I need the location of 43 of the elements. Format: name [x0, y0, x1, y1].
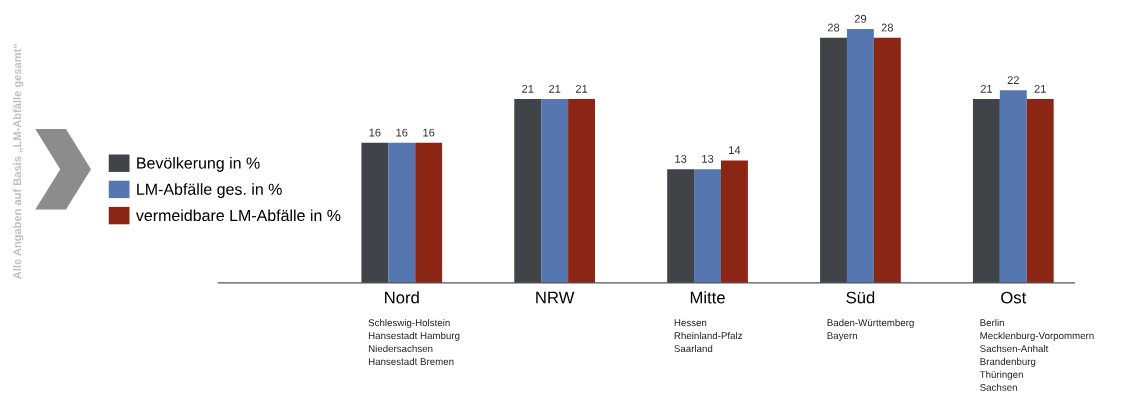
bar — [541, 99, 569, 283]
data-label: 28 — [881, 23, 894, 32]
text: Alle Angaben auf Basis „LM-Abfälle gesamt“ — [12, 43, 24, 279]
x-tick-label: Süd — [846, 291, 875, 304]
data-label: 16 — [423, 128, 435, 137]
bar — [1026, 99, 1054, 283]
data-label: 28 — [827, 23, 840, 32]
data-label: 21 — [522, 84, 534, 93]
data-label: 13 — [702, 154, 714, 163]
data-label: 22 — [1007, 76, 1019, 84]
text: Baden-Württemberg Bayern — [827, 319, 914, 342]
data-label: 14 — [729, 146, 741, 154]
data-label: 21 — [575, 84, 588, 93]
bar — [846, 29, 874, 283]
bar — [873, 37, 901, 283]
data-label: 21 — [980, 84, 993, 93]
legend-label: vermeidbare LM-Abfälle in % — [135, 209, 341, 222]
bar — [415, 142, 443, 283]
data-label: 21 — [1034, 84, 1046, 93]
x-tick-label: Nord — [385, 291, 419, 304]
data-label: 16 — [369, 128, 381, 137]
bar — [999, 90, 1027, 283]
bar — [514, 99, 542, 283]
bar — [694, 169, 721, 283]
x-tick-label: Ost — [1001, 291, 1027, 304]
text: Berlin Mecklenburg-Vorpommern Sachsen-Anhalt Brandenburg Thüringen Sachsen — [979, 319, 1094, 391]
bar — [972, 99, 1000, 283]
bar — [720, 160, 748, 283]
data-label: 16 — [396, 128, 408, 137]
bar — [667, 169, 695, 283]
bar — [820, 37, 847, 283]
bar — [388, 142, 416, 283]
legend-label: Bevölkerung in % — [137, 156, 260, 172]
x-tick-label: NRW — [536, 291, 575, 304]
data-label: 29 — [854, 14, 867, 23]
bar — [361, 142, 389, 283]
data-label: 21 — [549, 84, 561, 93]
bar — [568, 99, 596, 283]
legend-label: LM-Abfälle ges. in % — [137, 183, 282, 199]
text: Hessen Rheinland-Pfalz Saarland — [674, 319, 743, 353]
data-label: 13 — [675, 154, 687, 163]
text: Schleswig-Holstein Hansestadt Hamburg Niedersachsen Hansestadt Bremen — [368, 319, 460, 365]
x-tick-label: Mitte — [690, 291, 725, 304]
